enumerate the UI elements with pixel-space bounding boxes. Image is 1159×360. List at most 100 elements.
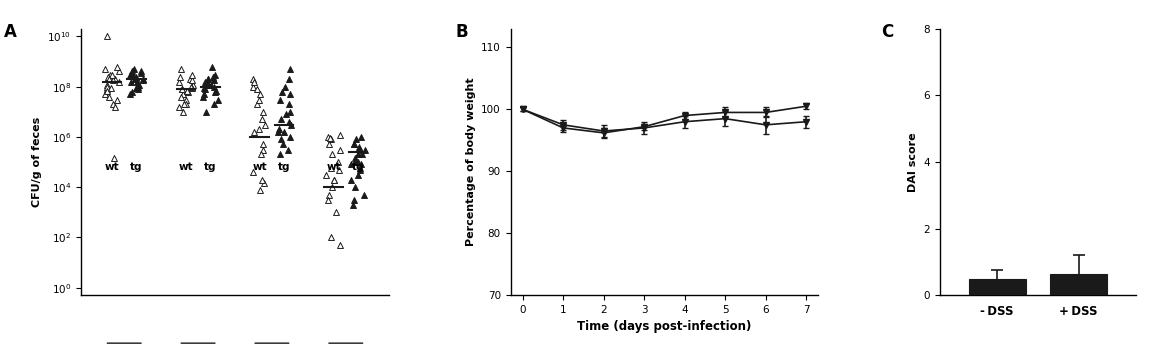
Point — [320, 192, 338, 198]
Point — [99, 74, 117, 80]
Point — [100, 76, 118, 82]
Point — [329, 167, 348, 172]
Point — [319, 197, 337, 203]
Point — [202, 82, 220, 87]
Point — [173, 86, 191, 92]
Point — [97, 86, 116, 92]
Point — [130, 82, 148, 87]
Point — [123, 69, 141, 75]
Point — [104, 77, 123, 83]
Point — [103, 72, 122, 77]
Point — [351, 165, 370, 170]
Point — [97, 84, 116, 90]
Point — [172, 66, 190, 72]
Point — [104, 101, 123, 107]
Point — [134, 77, 153, 83]
Point — [331, 132, 350, 138]
Point — [134, 76, 153, 82]
Point — [177, 97, 196, 103]
Point — [279, 76, 298, 82]
Point — [349, 172, 367, 178]
Point — [321, 135, 340, 141]
Point — [345, 155, 364, 161]
Point — [169, 104, 188, 110]
Text: A: A — [5, 23, 17, 41]
Y-axis label: Percentage of body weight: Percentage of body weight — [466, 78, 475, 246]
Point — [102, 85, 121, 91]
Point — [100, 94, 118, 99]
Point — [197, 109, 216, 114]
Bar — [1050, 274, 1107, 295]
Point — [319, 134, 337, 140]
Point — [271, 152, 290, 157]
Point — [129, 84, 147, 90]
Point — [345, 141, 364, 147]
Point — [330, 147, 349, 153]
Point — [345, 159, 364, 165]
Point — [125, 76, 144, 82]
Point — [183, 82, 202, 87]
Point — [183, 72, 202, 77]
Point — [249, 97, 268, 103]
Point — [329, 159, 348, 165]
Point — [275, 130, 293, 135]
Point — [108, 64, 126, 70]
Point — [254, 141, 272, 147]
Point — [196, 79, 214, 85]
Point — [204, 74, 223, 80]
Point — [349, 152, 367, 157]
Point — [181, 84, 199, 90]
Point — [279, 119, 298, 125]
Point — [198, 79, 217, 85]
Point — [169, 79, 188, 85]
Point — [254, 147, 272, 153]
Point — [172, 94, 190, 99]
Point — [121, 72, 139, 77]
Point — [97, 33, 116, 39]
Text: B: B — [455, 23, 468, 41]
Point — [347, 136, 365, 142]
Point — [174, 109, 192, 114]
Point — [108, 97, 126, 103]
Point — [127, 75, 146, 81]
Point — [123, 89, 141, 95]
Point — [342, 177, 360, 183]
Text: tg: tg — [352, 162, 364, 172]
Point — [178, 89, 197, 95]
Point — [323, 152, 342, 157]
Point — [96, 91, 115, 97]
Point — [199, 76, 218, 82]
Point — [342, 162, 360, 167]
Point — [351, 147, 370, 153]
Point — [203, 64, 221, 70]
Point — [95, 66, 114, 72]
Point — [178, 87, 197, 93]
Point — [132, 69, 151, 75]
Point — [352, 152, 371, 157]
Point — [269, 130, 287, 135]
Point — [280, 66, 299, 72]
Point — [121, 91, 139, 97]
Point — [205, 84, 224, 90]
Point — [195, 91, 213, 97]
Point — [322, 234, 341, 240]
Point — [270, 97, 289, 103]
Point — [282, 122, 300, 128]
Point — [280, 134, 299, 140]
X-axis label: Time (days post-infection): Time (days post-infection) — [577, 320, 752, 333]
Text: tg: tg — [278, 162, 291, 172]
Point — [206, 72, 225, 77]
Point — [351, 162, 370, 167]
Point — [250, 187, 269, 193]
Point — [126, 74, 145, 80]
Point — [206, 87, 225, 93]
Point — [327, 210, 345, 215]
Point — [270, 126, 289, 132]
Point — [175, 101, 194, 107]
Point — [323, 184, 342, 190]
Point — [97, 82, 116, 87]
Point — [205, 101, 224, 107]
Text: C: C — [881, 23, 894, 41]
Point — [181, 76, 199, 82]
Point — [280, 91, 299, 97]
